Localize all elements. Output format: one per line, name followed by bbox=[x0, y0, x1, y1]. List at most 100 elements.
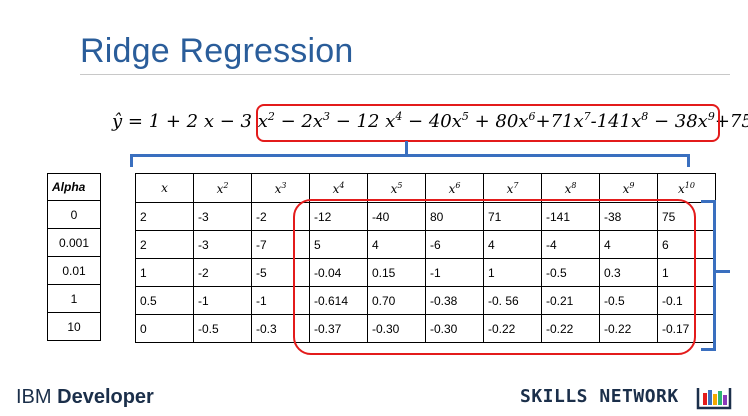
coef-header-x2: x2 bbox=[193, 173, 252, 203]
coef-cell: -0.22 bbox=[483, 314, 542, 343]
coef-cell: -0.21 bbox=[541, 286, 600, 315]
alpha-header: Alpha bbox=[47, 173, 101, 201]
coef-header-power: 8 bbox=[571, 180, 577, 190]
ibm-prefix: IBM bbox=[16, 386, 52, 408]
skills-network-icon bbox=[696, 388, 732, 410]
coef-header-base: x bbox=[506, 181, 514, 196]
coef-cell: -0.1 bbox=[657, 286, 716, 315]
coef-header-power: 5 bbox=[397, 180, 403, 190]
coef-header-x7: x7 bbox=[483, 173, 542, 203]
alpha-table: Alpha 0 0.001 0.01 1 10 bbox=[47, 173, 101, 341]
ibm-developer-text: Developer bbox=[57, 386, 154, 408]
coefficient-table: x x2 x3 x4 x5 x6 x7 x8 x9 x10 2 -3 -2 -12 -40 80 71 -141… bbox=[135, 173, 716, 343]
coef-cell: -0.22 bbox=[541, 314, 600, 343]
coef-cell: 6 bbox=[657, 230, 716, 259]
coef-cell: -2 bbox=[193, 258, 252, 287]
equation-term: − 2x bbox=[274, 111, 323, 132]
coef-cell: -0.37 bbox=[309, 314, 368, 343]
equation-term: − 12 x bbox=[330, 111, 396, 132]
equation-term: +75x bbox=[714, 111, 748, 132]
table-row: 2 -3 -2 -12 -40 80 71 -141 -38 75 bbox=[135, 202, 716, 231]
equation-term: +71x bbox=[535, 111, 584, 132]
equation-power: 5 bbox=[461, 110, 469, 123]
alpha-value: 0.001 bbox=[47, 228, 101, 257]
coef-cell: 0.5 bbox=[135, 286, 194, 315]
coef-header-base: x bbox=[161, 181, 168, 195]
high-order-terms-highlight bbox=[256, 104, 720, 142]
coef-header-x9: x9 bbox=[599, 173, 658, 203]
coef-cell: 2 bbox=[135, 202, 194, 231]
bracket-pointer bbox=[405, 141, 408, 155]
coef-header-base: x bbox=[274, 181, 282, 196]
equation-term: − 40x bbox=[402, 111, 462, 132]
coef-header-power: 2 bbox=[223, 180, 229, 190]
equation-power: 3 bbox=[323, 110, 330, 123]
coef-cell: -40 bbox=[367, 202, 426, 231]
coef-cell: -4 bbox=[541, 230, 600, 259]
coef-header-x1: x bbox=[135, 173, 194, 203]
coef-cell: -0.30 bbox=[367, 314, 426, 343]
coef-cell: -0.5 bbox=[541, 258, 600, 287]
table-row: 0.5 -1 -1 -0.614 0.70 -0.38 -0. 56 -0.21 -0.5 -0.… bbox=[135, 286, 716, 315]
equation-power: 9 bbox=[707, 110, 715, 123]
equation-power: 2 bbox=[267, 110, 275, 123]
equation-lhs: ŷ bbox=[112, 111, 123, 132]
equation-term: -141x bbox=[590, 111, 642, 132]
coef-cell: 1 bbox=[135, 258, 194, 287]
coef-header-base: x bbox=[332, 181, 340, 196]
coef-cell: -0.04 bbox=[309, 258, 368, 287]
coef-header-base: x bbox=[390, 181, 398, 196]
coef-header-base: x bbox=[216, 181, 224, 196]
coef-cell: 1 bbox=[657, 258, 716, 287]
coef-cell: -3 bbox=[193, 202, 252, 231]
coef-cell: -1 bbox=[193, 286, 252, 315]
coef-header-power: 9 bbox=[629, 180, 635, 190]
coef-cell: 0.3 bbox=[599, 258, 658, 287]
coef-header-power: 3 bbox=[281, 180, 287, 190]
table-row: 1 -2 -5 -0.04 0.15 -1 1 -0.5 0.3 1 bbox=[135, 258, 716, 287]
alpha-value: 0.01 bbox=[47, 256, 101, 285]
title-divider bbox=[80, 74, 730, 75]
coef-cell: -0.614 bbox=[309, 286, 368, 315]
coef-header-x10: x10 bbox=[657, 173, 716, 203]
coef-header-power: 7 bbox=[513, 180, 519, 190]
coef-header-x6: x6 bbox=[425, 173, 484, 203]
coef-header-power: 4 bbox=[339, 180, 345, 190]
coef-cell: -0.30 bbox=[425, 314, 484, 343]
coef-header-power: 6 bbox=[455, 180, 461, 190]
alpha-value: 0 bbox=[47, 200, 101, 229]
ibm-developer-logo: IBM Developer bbox=[16, 386, 154, 409]
coef-cell: -12 bbox=[309, 202, 368, 231]
equation-power: 6 bbox=[528, 110, 536, 123]
regression-equation: ŷ = 1 + 2 x − 3 x2 − 2x3 − 12 x4 − 40x5 … bbox=[112, 110, 748, 132]
equation-power: 7 bbox=[583, 110, 591, 123]
coef-header-base: x bbox=[622, 181, 630, 196]
rows-bracket-pointer bbox=[716, 270, 730, 273]
equation-power: 8 bbox=[641, 110, 649, 123]
equation-power: 4 bbox=[395, 110, 403, 123]
coef-cell: -0.3 bbox=[251, 314, 310, 343]
slide-title: Ridge Regression bbox=[80, 32, 354, 70]
equation-term: + 80x bbox=[468, 111, 529, 132]
alpha-value: 10 bbox=[47, 312, 101, 341]
coef-header-x5: x5 bbox=[367, 173, 426, 203]
coef-header-base: x bbox=[678, 181, 685, 196]
high-order-coefficients-highlight bbox=[293, 199, 696, 355]
coef-cell: -1 bbox=[251, 286, 310, 315]
equation-term: = 1 + 2 x − 3 x bbox=[122, 111, 268, 132]
coefficients-bracket bbox=[130, 154, 690, 167]
coef-cell: -0.5 bbox=[193, 314, 252, 343]
coef-header-base: x bbox=[564, 181, 572, 196]
alpha-value: 1 bbox=[47, 284, 101, 313]
coef-cell: 1 bbox=[483, 258, 542, 287]
coef-cell: 2 bbox=[135, 230, 194, 259]
equation-term: − 38x bbox=[648, 111, 708, 132]
coef-header-base: x bbox=[448, 181, 456, 196]
coef-header-x3: x3 bbox=[251, 173, 310, 203]
coef-header-power: 10 bbox=[684, 180, 695, 190]
skills-network-logo: SKILLS NETWORK bbox=[520, 386, 679, 407]
coef-cell: -0.22 bbox=[599, 314, 658, 343]
rows-bracket bbox=[701, 200, 716, 351]
coef-cell: 0 bbox=[135, 314, 194, 343]
coef-cell: -3 bbox=[193, 230, 252, 259]
